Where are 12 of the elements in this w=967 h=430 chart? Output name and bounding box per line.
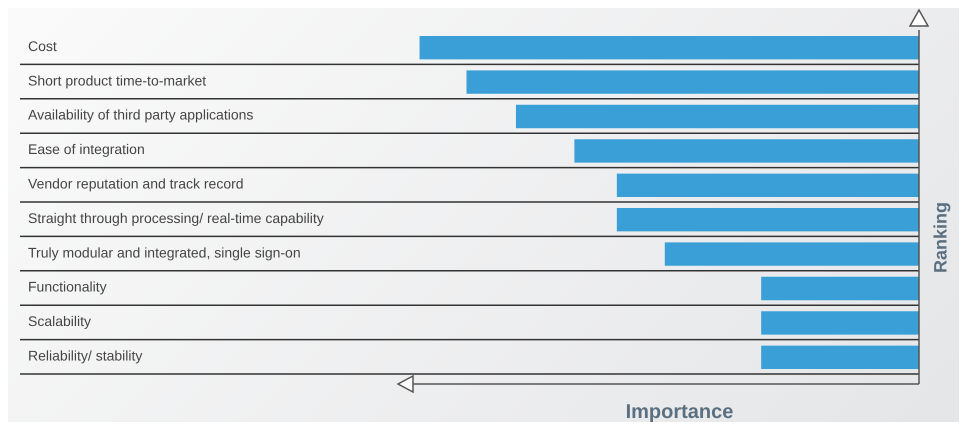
y-tick-label: Cost <box>28 38 57 54</box>
y-tick-label: Reliability/ stability <box>28 348 142 364</box>
y-axis-title: Ranking <box>930 202 950 274</box>
y-tick-label: Ease of integration <box>28 141 145 158</box>
y-tick-label: Truly modular and integrated, single sign-on <box>28 244 301 260</box>
y-tick-label: Straight through processing/ real-time capability <box>28 210 324 226</box>
x-axis-title: Importance <box>626 401 734 423</box>
y-tick-label: Short product time-to-market <box>28 72 206 88</box>
y-tick-label: Vendor reputation and track record <box>28 176 244 192</box>
y-tick-label: Functionality <box>28 278 107 295</box>
y-tick-label: Availability of third party applications <box>28 106 254 123</box>
y-tick-label: Scalability <box>28 313 92 330</box>
